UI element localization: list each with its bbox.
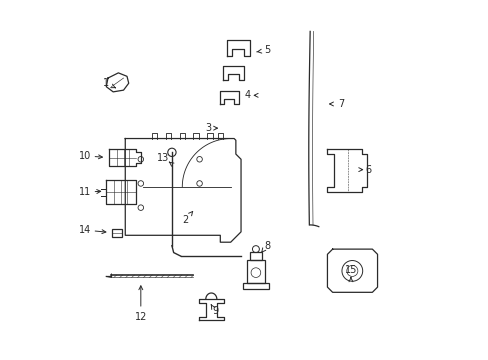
Text: 15: 15 — [344, 265, 356, 275]
Text: 11: 11 — [79, 187, 91, 197]
Bar — [242, 283, 268, 289]
Text: 7: 7 — [337, 99, 344, 109]
Text: 3: 3 — [205, 123, 211, 133]
Text: 14: 14 — [79, 225, 91, 235]
Text: 9: 9 — [212, 306, 218, 316]
Text: 10: 10 — [79, 151, 91, 161]
Text: 12: 12 — [134, 311, 147, 321]
Text: 13: 13 — [157, 153, 169, 162]
Text: 6: 6 — [365, 165, 371, 175]
Text: 5: 5 — [264, 45, 269, 55]
Text: 1: 1 — [103, 78, 109, 88]
Text: 4: 4 — [244, 90, 250, 100]
Bar — [249, 252, 262, 260]
Text: 8: 8 — [264, 241, 269, 251]
Bar — [247, 260, 264, 283]
Bar — [112, 229, 122, 237]
Text: 2: 2 — [182, 215, 188, 225]
